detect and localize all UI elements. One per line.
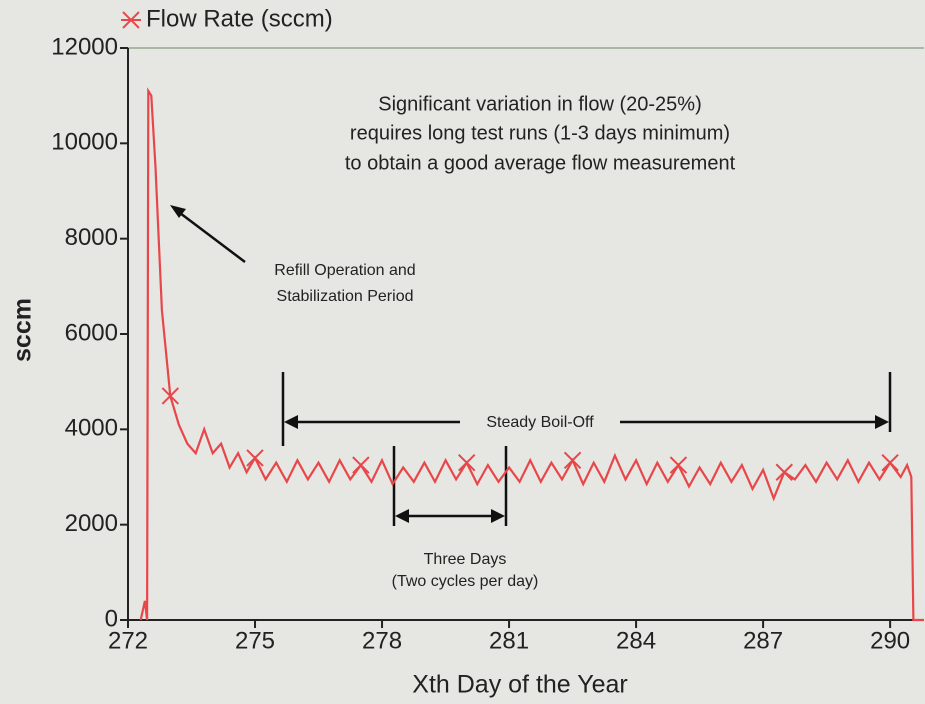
annotation: to obtain a good average flow measuremen… <box>345 152 736 174</box>
arrow-head <box>284 415 298 429</box>
data-marker <box>775 463 793 481</box>
x-tick-label: 290 <box>870 627 910 654</box>
arrow-head <box>170 205 186 218</box>
annotation: Significant variation in flow (20-25%) <box>378 93 702 115</box>
legend-marker <box>121 11 141 29</box>
x-tick-label: 275 <box>235 627 275 654</box>
data-marker <box>563 451 582 470</box>
data-marker <box>161 387 180 405</box>
legend-label: Flow Rate (sccm) <box>146 5 333 32</box>
annotation: requires long test runs (1-3 days minimu… <box>350 122 730 144</box>
y-tick-label: 12000 <box>51 33 118 60</box>
x-tick-label: 281 <box>489 627 529 654</box>
annotation: (Two cycles per day) <box>392 573 539 590</box>
y-tick-label: 0 <box>105 605 118 632</box>
arrow-head <box>395 509 409 523</box>
x-axis-label: Xth Day of the Year <box>412 671 627 699</box>
steady-bracket <box>281 372 892 446</box>
annotation-arrow <box>175 209 246 263</box>
y-tick-label: 8000 <box>65 224 118 251</box>
y-tick-label: 2000 <box>65 510 118 537</box>
y-tick-label: 6000 <box>65 319 118 346</box>
data-marker <box>458 453 476 472</box>
annotation: Refill Operation and <box>274 262 415 279</box>
x-tick-label: 284 <box>616 627 656 654</box>
y-tick-label: 4000 <box>65 415 118 442</box>
annotation: Three Days <box>424 551 507 568</box>
arrow-head <box>491 509 505 523</box>
data-marker <box>669 456 688 474</box>
days-bracket <box>392 446 508 526</box>
y-axis-label: sccm <box>9 298 37 362</box>
data-marker <box>352 456 370 474</box>
annotation: Steady Boil-Off <box>486 414 594 431</box>
x-tick-label: 272 <box>108 627 148 654</box>
series-line <box>139 87 924 622</box>
arrow-head <box>875 415 889 429</box>
x-tick-label: 287 <box>743 627 783 654</box>
data-marker <box>881 453 899 472</box>
annotation: Stabilization Period <box>277 288 414 305</box>
y-tick-label: 10000 <box>51 129 118 156</box>
data-marker <box>246 449 264 467</box>
x-tick-label: 278 <box>362 627 402 654</box>
